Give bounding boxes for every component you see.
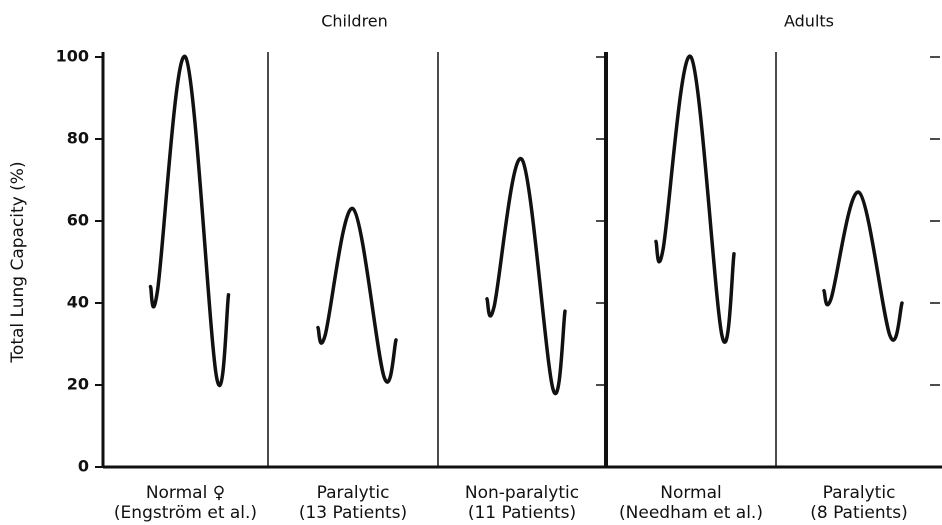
y-tick-label: 100	[56, 47, 89, 66]
curve	[316, 206, 398, 384]
y-tick-label: 40	[67, 293, 89, 312]
curve	[148, 54, 231, 388]
x-tick-label: Non-paralytic	[465, 483, 579, 503]
group-label: Children	[321, 12, 388, 31]
curve	[822, 190, 904, 342]
x-tick-label: Paralytic	[317, 483, 390, 503]
x-tick-label: Normal ♀	[146, 483, 225, 503]
x-tick-label: (13 Patients)	[299, 503, 407, 523]
y-axis-label: Total Lung Capacity (%)	[8, 161, 28, 363]
x-tick-label: (Engström et al.)	[114, 503, 257, 523]
x-tick-label: (8 Patients)	[810, 503, 908, 523]
y-tick-label: 0	[78, 457, 89, 476]
y-tick-label: 80	[67, 129, 89, 148]
y-tick-label: 20	[67, 375, 89, 394]
curve	[485, 157, 567, 395]
x-tick-label: (11 Patients)	[468, 503, 576, 523]
x-tick-label: Paralytic	[823, 483, 896, 503]
curve	[654, 54, 736, 344]
group-label: Adults	[784, 12, 834, 31]
x-tick-label: (Needham et al.)	[619, 503, 763, 523]
y-tick-label: 60	[67, 211, 89, 230]
x-tick-label: Normal	[660, 483, 722, 503]
